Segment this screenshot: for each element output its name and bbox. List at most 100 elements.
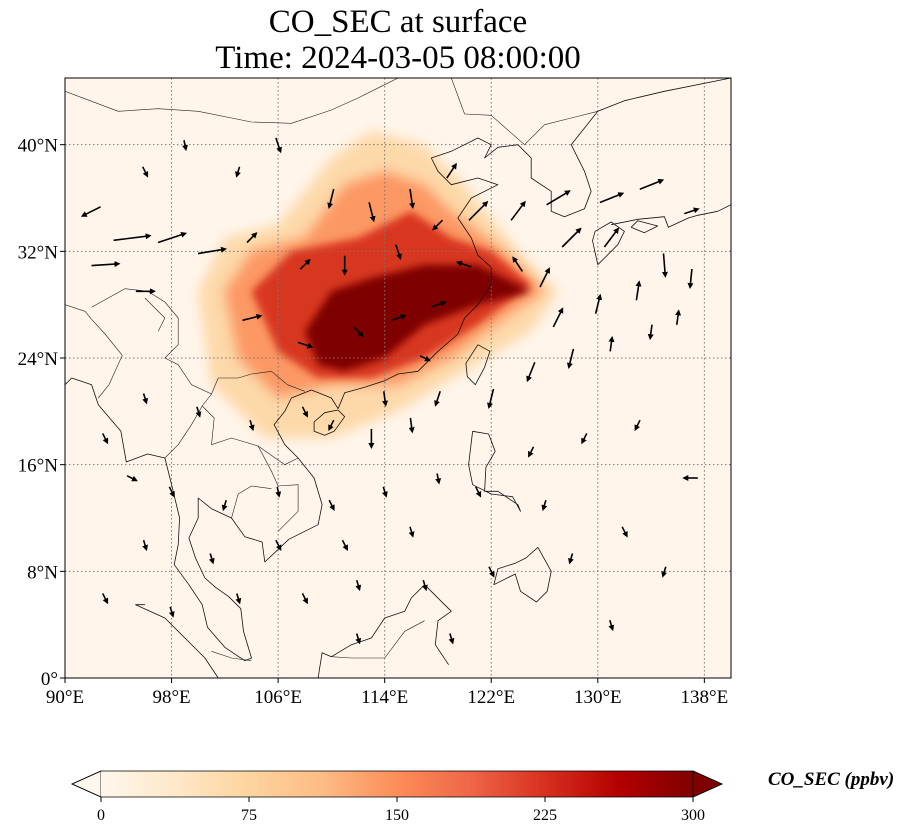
border [257,445,299,465]
wind-arrow [608,619,615,632]
wind-arrow [608,335,615,352]
coastline [317,584,425,678]
wind-arrow [435,473,442,485]
lat-tick-label: 16°N [18,456,59,477]
wind-arrow [395,244,402,260]
border [231,485,272,519]
wind-arrow [639,178,665,190]
wind-arrow [248,419,255,432]
map-subtitle: Time: 2024-03-05 08:00:00 [215,40,581,76]
wind-vectors [80,137,700,645]
border [144,297,166,332]
coastline [611,204,731,228]
wind-arrow [328,499,335,511]
colorbar-extend-min [71,770,102,798]
wind-arrow [126,475,138,482]
wind-arrow [528,446,535,458]
colorbar: 0 75 150 225 300 [71,770,723,824]
wind-arrow [599,192,625,204]
wind-arrow [594,293,603,314]
border [451,78,525,145]
wind-arrow [368,202,376,223]
colorbar-ticks: 0 75 150 225 300 [97,797,705,824]
border [65,78,399,124]
wind-arrow [687,268,694,289]
wind-arrow [635,280,642,301]
wind-arrow [448,633,455,645]
wind-arrow [275,539,282,551]
wind-arrow [242,313,263,322]
wind-arrow [684,207,700,215]
wind-arrow [382,391,389,407]
lon-tick-label: 106°E [254,687,302,708]
wind-arrow [275,137,282,154]
longitude-ticks: 90°E 98°E 106°E 114°E 122°E 130°E 138°E [46,678,728,708]
wind-arrow [526,362,536,383]
wind-arrow [568,553,574,565]
lon-tick-label: 138°E [681,687,729,708]
lat-tick-label: 8°N [27,562,58,583]
wind-arrow [91,261,121,268]
wind-arrow [430,300,447,308]
colorbar-tick-label: 150 [385,807,409,824]
colorbar-tick-label: 225 [533,807,557,824]
wind-arrow [328,419,335,431]
wind-arrow [341,539,348,551]
wind-arrow [552,307,564,328]
wind-arrow [566,348,575,369]
wind-arrow [157,231,187,244]
wind-arrow [275,486,282,498]
lon-tick-label: 114°E [361,687,408,708]
lat-tick-label: 32°N [18,242,59,263]
wind-arrow [80,206,101,217]
colorbar-tick-label: 300 [681,807,705,824]
wind-arrow [221,499,228,512]
wind-arrow [432,219,444,231]
coastline [468,430,521,512]
wind-arrow [101,593,109,605]
wind-arrow [235,166,241,178]
wind-arrow [621,526,628,538]
wind-arrow [297,341,314,349]
wind-arrow [634,419,641,431]
wind-arrow [352,326,364,338]
wind-arrow [546,190,571,206]
wind-arrow [355,633,362,645]
plume-core [304,264,532,372]
wind-arrow [487,388,495,409]
wind-arrow [195,406,202,418]
wind-arrow [661,566,668,578]
coastline [313,409,346,436]
lat-tick-label: 0° [41,669,58,690]
wind-arrow [355,579,362,592]
wind-arrow [434,391,441,407]
coastline [135,604,219,678]
wind-arrow [512,256,524,272]
colorbar-tick-label: 75 [241,807,257,824]
colorbar-gradient [101,771,693,797]
wind-arrow [142,393,149,405]
lon-tick-label: 90°E [46,687,84,708]
wind-arrow [446,162,457,179]
wind-arrow [419,355,431,362]
wind-arrow [474,486,482,498]
wind-arrow [299,258,311,270]
wind-arrow [581,433,588,445]
colorbar-label: CO_SEC (ppbv) [768,769,895,790]
wind-arrow [301,406,308,418]
coastline [517,78,731,218]
wind-arrow [408,417,415,434]
wind-arrow [409,188,416,209]
wind-arrow [327,188,335,209]
coastline [424,584,452,665]
latitude-ticks: 0° 8°N 16°N 24°N 32°N 40°N [18,136,65,690]
lat-tick-label: 24°N [18,349,59,370]
wind-arrow [468,200,489,221]
wind-arrow [235,593,242,605]
wind-arrow [246,232,258,244]
wind-arrow [113,233,152,242]
lat-tick-label: 40°N [18,136,59,157]
wind-arrow [539,267,550,288]
wind-arrow [208,553,215,565]
